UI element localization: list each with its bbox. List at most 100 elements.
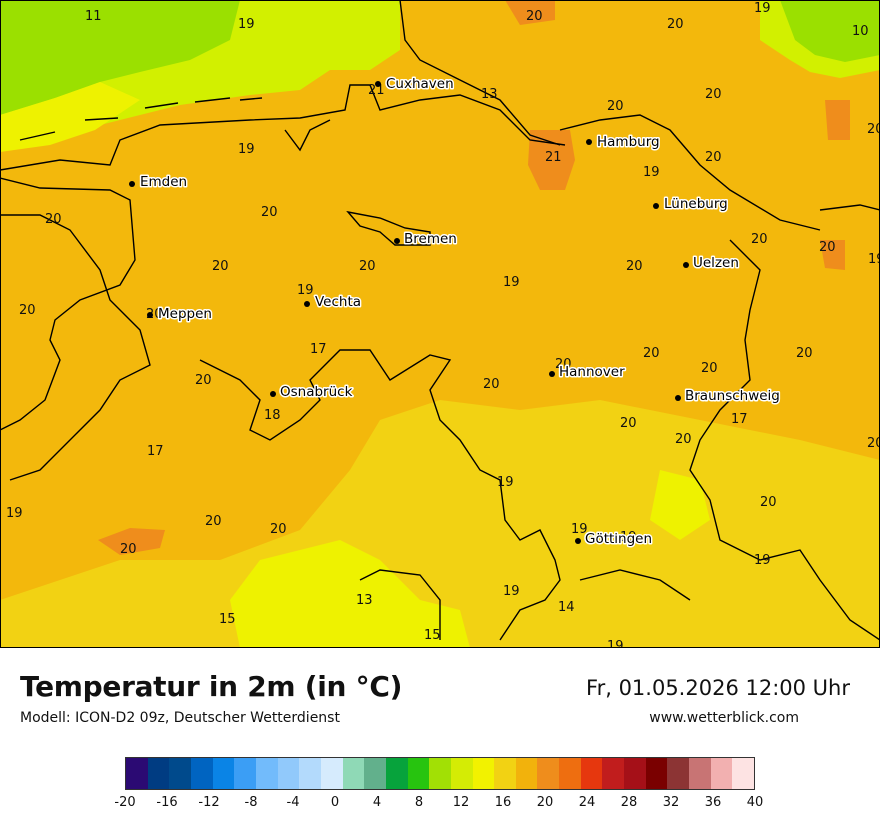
- temperature-label: 15: [424, 628, 441, 643]
- temperature-label: 20: [270, 522, 287, 537]
- temperature-label: 13: [356, 593, 373, 608]
- temperature-map[interactable]: 11 19 20 20 19 10 21 13 20 20 20 20 19 2…: [0, 0, 880, 648]
- city-dot-braunschweig: [675, 395, 681, 401]
- temperature-label: 17: [731, 412, 748, 427]
- temperature-label: 20: [751, 232, 768, 247]
- coastline-islands: [19, 97, 263, 141]
- temperature-label: 21: [545, 150, 562, 165]
- state-border-east: [689, 204, 880, 641]
- city-label-emden[interactable]: Emden: [139, 173, 189, 192]
- coastlines-and-borders: [0, 0, 880, 641]
- temperature-label: 18: [264, 408, 281, 423]
- city-dot-emden: [129, 181, 135, 187]
- city-label-braunschweig[interactable]: Braunschweig: [684, 387, 782, 406]
- colorbar-tick-label: 20: [536, 795, 554, 810]
- temperature-label: 20: [205, 514, 222, 529]
- colorbar-segment: [580, 758, 603, 789]
- colorbar-segment: [277, 758, 300, 789]
- website-link[interactable]: www.wetterblick.com: [649, 710, 799, 726]
- colorbar-segment: [645, 758, 668, 789]
- sea-light-zone: [0, 82, 140, 152]
- temperature-label: 19: [643, 165, 660, 180]
- state-border-south: [359, 569, 441, 640]
- temperature-label: 20: [819, 240, 836, 255]
- city-label-meppen[interactable]: Meppen: [157, 305, 214, 324]
- temperature-label: 20: [261, 205, 278, 220]
- temperature-label: 20: [705, 87, 722, 102]
- state-border-west: [0, 214, 151, 481]
- city-label-uelzen[interactable]: Uelzen: [692, 254, 741, 273]
- state-border-hamburg: [559, 114, 821, 231]
- colorbar-segment: [689, 758, 711, 789]
- colorbar-tick-label: 24: [578, 795, 596, 810]
- temperature-label: 20: [867, 436, 880, 451]
- temperature-label: 20: [146, 307, 163, 322]
- city-label-lueneburg[interactable]: Lüneburg: [663, 195, 730, 214]
- colorbar-segment: [342, 758, 365, 789]
- city-label-hannover[interactable]: Hannover: [558, 363, 627, 382]
- colorbar-segment: [407, 758, 430, 789]
- colorbar-tick-label: 32: [662, 795, 680, 810]
- colorbar-segment: [472, 758, 495, 789]
- coastline-north-sea: [0, 84, 566, 171]
- map-canvas: 11 19 20 20 19 10 21 13 20 20 20 20 19 2…: [0, 0, 880, 648]
- city-label-bremen[interactable]: Bremen: [403, 230, 459, 249]
- temperature-label: 19: [6, 506, 23, 521]
- temperature-label: 20: [620, 416, 637, 431]
- city-label-cuxhaven[interactable]: Cuxhaven: [385, 75, 456, 94]
- colorbar-segment: [602, 758, 625, 789]
- colorbar-tick-label: 16: [494, 795, 512, 810]
- colorbar-segment: [255, 758, 278, 789]
- map-title: Temperatur in 2m (in °C): [20, 670, 403, 703]
- temperature-label: 13: [481, 87, 498, 102]
- temperature-label: 20: [212, 259, 229, 274]
- city-markers: Cuxhaven Hamburg Emden Lüneburg Bremen U…: [129, 75, 782, 549]
- temperature-label: 20: [359, 259, 376, 274]
- temperature-label: 19: [503, 584, 520, 599]
- baltic-coldest-zone: [780, 0, 880, 62]
- model-subtitle: Modell: ICON-D2 09z, Deutscher Wetterdie…: [20, 710, 340, 726]
- temperature-label: 20: [45, 212, 62, 227]
- temperature-colorbar: [125, 757, 755, 790]
- temperature-label: 20: [675, 432, 692, 447]
- bremen-boundary: [346, 210, 431, 246]
- temperature-label: 11: [85, 9, 102, 24]
- city-dot-uelzen: [683, 262, 689, 268]
- colorbar-segment: [212, 758, 235, 789]
- colorbar-segment: [169, 758, 191, 789]
- colorbar-segment: [126, 758, 148, 789]
- temperature-label: 19: [238, 17, 255, 32]
- colorbar-segment: [494, 758, 516, 789]
- south-cooler-zone: [0, 400, 880, 648]
- colorbar-segment: [537, 758, 560, 789]
- temperature-label: 19: [868, 252, 880, 267]
- sea-coldest-zone: [0, 0, 240, 115]
- temperature-label: 20: [555, 357, 572, 372]
- state-border-nrw: [199, 349, 561, 641]
- colorbar-segment: [515, 758, 538, 789]
- temperature-label: 19: [497, 475, 514, 490]
- warm-spot-northeast: [825, 100, 850, 140]
- colorbar-segment: [320, 758, 343, 789]
- colorbar-tick-label: 12: [452, 795, 470, 810]
- temperature-label: 20: [607, 99, 624, 114]
- colorbar-tick-label: -16: [156, 795, 178, 810]
- temperature-label: 20: [701, 361, 718, 376]
- city-dot-bremen: [394, 238, 400, 244]
- city-label-osnabrueck[interactable]: Osnabrück: [279, 383, 355, 402]
- city-dot-hamburg: [586, 139, 592, 145]
- colorbar-segment: [559, 758, 581, 789]
- colorbar-tick-label: 40: [746, 795, 764, 810]
- temperature-labels: 11 19 20 20 19 10 21 13 20 20 20 20 19 2…: [6, 1, 880, 648]
- temperature-label: 20: [626, 259, 643, 274]
- colorbar-tick-label: 36: [704, 795, 722, 810]
- temperature-label: 19: [238, 142, 255, 157]
- city-label-goettingen[interactable]: Göttingen: [584, 530, 654, 549]
- colorbar-segment: [234, 758, 256, 789]
- warm-spot-east: [820, 240, 845, 270]
- city-label-vechta[interactable]: Vechta: [314, 293, 363, 312]
- city-dot-meppen: [147, 312, 153, 318]
- colorbar-segment: [624, 758, 646, 789]
- temperature-label: 21: [368, 83, 385, 98]
- city-label-hamburg[interactable]: Hamburg: [596, 133, 662, 152]
